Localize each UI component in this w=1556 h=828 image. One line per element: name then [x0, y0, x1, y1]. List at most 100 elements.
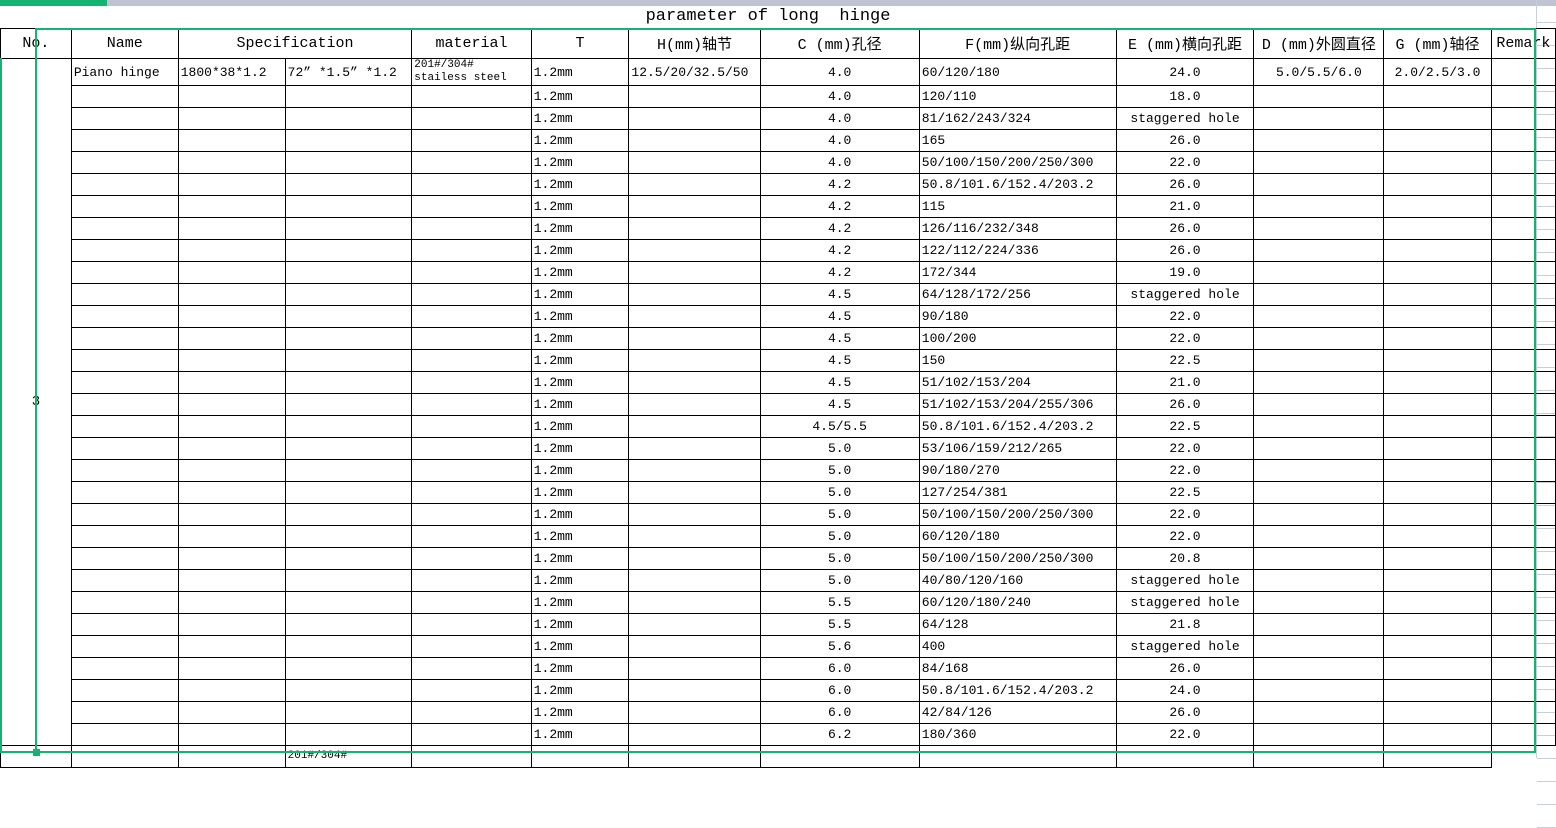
cell-c-hole-diameter[interactable]: 5.0 — [759, 525, 920, 548]
cell-thickness[interactable]: 1.2mm — [530, 107, 630, 130]
cell-e-transverse-pitch[interactable]: 22.0 — [1115, 151, 1255, 174]
cell-g-shaft-diameter[interactable] — [1383, 349, 1492, 372]
cell-d-outer-diameter[interactable] — [1253, 459, 1385, 482]
cell-material[interactable] — [411, 217, 532, 240]
cell-specification-metric[interactable] — [177, 349, 286, 372]
cell-d-outer-diameter[interactable] — [1253, 239, 1385, 262]
cell-specification-imperial[interactable] — [284, 107, 413, 130]
cell-e-transverse-pitch[interactable]: 24.0 — [1115, 679, 1255, 702]
cell-specification-imperial[interactable] — [177, 745, 286, 768]
cell-specification-metric[interactable] — [177, 239, 286, 262]
cell-h-knuckle[interactable] — [628, 613, 761, 636]
cell-material[interactable] — [411, 613, 532, 636]
cell-f-longitudinal-pitch[interactable]: 165 — [918, 129, 1117, 152]
cell-f-longitudinal-pitch[interactable]: 180/360 — [918, 723, 1117, 746]
cell-name[interactable] — [70, 327, 179, 350]
cell-e-transverse-pitch[interactable]: 22.0 — [1115, 459, 1255, 482]
cell-remark[interactable] — [1490, 393, 1556, 416]
cell-specification-imperial[interactable] — [284, 503, 413, 526]
cell-e-transverse-pitch[interactable]: staggered hole — [1115, 569, 1255, 592]
cell-d-outer-diameter[interactable] — [1253, 679, 1385, 702]
cell-d-outer-diameter[interactable] — [1253, 569, 1385, 592]
cell-thickness[interactable]: 1.2mm — [530, 327, 630, 350]
cell-name[interactable] — [70, 635, 179, 658]
cell-e-transverse-pitch[interactable]: staggered hole — [1115, 107, 1255, 130]
col-header-e[interactable]: E (mm)横向孔距 — [1115, 28, 1255, 59]
cell-remark[interactable] — [1490, 701, 1556, 724]
cell-remark[interactable] — [1490, 58, 1556, 86]
cell-remark[interactable] — [1383, 745, 1492, 768]
cell-e-transverse-pitch[interactable]: staggered hole — [1115, 635, 1255, 658]
cell-d-outer-diameter[interactable] — [1253, 481, 1385, 504]
cell-material[interactable] — [411, 657, 532, 680]
cell-e-transverse-pitch[interactable]: 20.8 — [1115, 547, 1255, 570]
cell-h-knuckle[interactable] — [628, 151, 761, 174]
cell-d-outer-diameter[interactable] — [1253, 349, 1385, 372]
cell-thickness[interactable]: 1.2mm — [530, 547, 630, 570]
cell-h-knuckle[interactable] — [628, 591, 761, 614]
cell-c-hole-diameter[interactable]: 4.2 — [759, 173, 920, 196]
cell-remark[interactable] — [1490, 349, 1556, 372]
cell-remark[interactable] — [1490, 547, 1556, 570]
cell-d-outer-diameter[interactable] — [1253, 305, 1385, 328]
cell-name[interactable] — [70, 239, 179, 262]
cell-material[interactable] — [411, 349, 532, 372]
cell-name[interactable] — [70, 657, 179, 680]
cell-c-hole-diameter[interactable]: 5.0 — [759, 481, 920, 504]
cell-f-longitudinal-pitch[interactable] — [759, 745, 920, 768]
cell-g-shaft-diameter[interactable] — [1383, 723, 1492, 746]
cell-c-hole-diameter[interactable]: 5.0 — [759, 503, 920, 526]
cell-h-knuckle[interactable] — [628, 635, 761, 658]
cell-g-shaft-diameter[interactable] — [1383, 173, 1492, 196]
cell-d-outer-diameter[interactable] — [1253, 547, 1385, 570]
cell-e-transverse-pitch[interactable]: 22.0 — [1115, 305, 1255, 328]
col-header-no[interactable]: No. — [0, 28, 72, 59]
cell-name[interactable] — [70, 85, 179, 108]
cell-remark[interactable] — [1490, 591, 1556, 614]
cell-remark[interactable] — [1490, 107, 1556, 130]
cell-c-hole-diameter[interactable]: 4.2 — [759, 195, 920, 218]
cell-specification-imperial[interactable] — [284, 635, 413, 658]
cell-name[interactable] — [70, 283, 179, 306]
cell-d-outer-diameter[interactable] — [1253, 701, 1385, 724]
cell-g-shaft-diameter[interactable] — [1383, 547, 1492, 570]
cell-remark[interactable] — [1490, 679, 1556, 702]
cell-specification-metric[interactable] — [177, 85, 286, 108]
cell-specification-imperial[interactable] — [284, 327, 413, 350]
cell-remark[interactable] — [1490, 415, 1556, 438]
row-group-number[interactable]: 3 — [0, 58, 72, 746]
cell-f-longitudinal-pitch[interactable]: 60/120/180/240 — [918, 591, 1117, 614]
cell-name[interactable] — [70, 547, 179, 570]
cell-d-outer-diameter[interactable] — [1253, 415, 1385, 438]
cell-d-outer-diameter[interactable] — [1253, 525, 1385, 548]
cell-specification-metric[interactable] — [177, 613, 286, 636]
cell-remark[interactable] — [1490, 437, 1556, 460]
cell-specification-imperial[interactable] — [284, 613, 413, 636]
cell-specification-imperial[interactable] — [284, 459, 413, 482]
cell-f-longitudinal-pitch[interactable]: 100/200 — [918, 327, 1117, 350]
cell-thickness[interactable]: 1.2mm — [530, 437, 630, 460]
cell-f-longitudinal-pitch[interactable]: 120/110 — [918, 85, 1117, 108]
cell-specification-imperial[interactable] — [284, 415, 413, 438]
cell-specification-metric[interactable] — [177, 217, 286, 240]
col-header-t[interactable]: T — [530, 28, 630, 59]
cell-d-outer-diameter[interactable] — [1253, 591, 1385, 614]
cell-h-knuckle[interactable] — [628, 723, 761, 746]
cell-h-knuckle[interactable] — [628, 239, 761, 262]
cell-f-longitudinal-pitch[interactable]: 50/100/150/200/250/300 — [918, 547, 1117, 570]
cell-c-hole-diameter[interactable]: 5.5 — [759, 591, 920, 614]
col-header-c[interactable]: C (mm)孔径 — [759, 28, 920, 59]
cell-specification-imperial[interactable] — [284, 701, 413, 724]
cell-f-longitudinal-pitch[interactable]: 127/254/381 — [918, 481, 1117, 504]
cell-f-longitudinal-pitch[interactable]: 126/116/232/348 — [918, 217, 1117, 240]
cell-e-transverse-pitch[interactable]: 22.0 — [1115, 437, 1255, 460]
cell-g-shaft-diameter[interactable] — [1253, 745, 1385, 768]
cell-d-outer-diameter[interactable] — [1253, 503, 1385, 526]
cell-f-longitudinal-pitch[interactable]: 115 — [918, 195, 1117, 218]
cell-c-hole-diameter[interactable]: 6.2 — [759, 723, 920, 746]
cell-specification-metric[interactable] — [177, 459, 286, 482]
cell-remark[interactable] — [1490, 85, 1556, 108]
cell-h-knuckle[interactable] — [628, 481, 761, 504]
cell-c-hole-diameter[interactable]: 6.0 — [759, 679, 920, 702]
cell-specification-imperial[interactable] — [284, 283, 413, 306]
